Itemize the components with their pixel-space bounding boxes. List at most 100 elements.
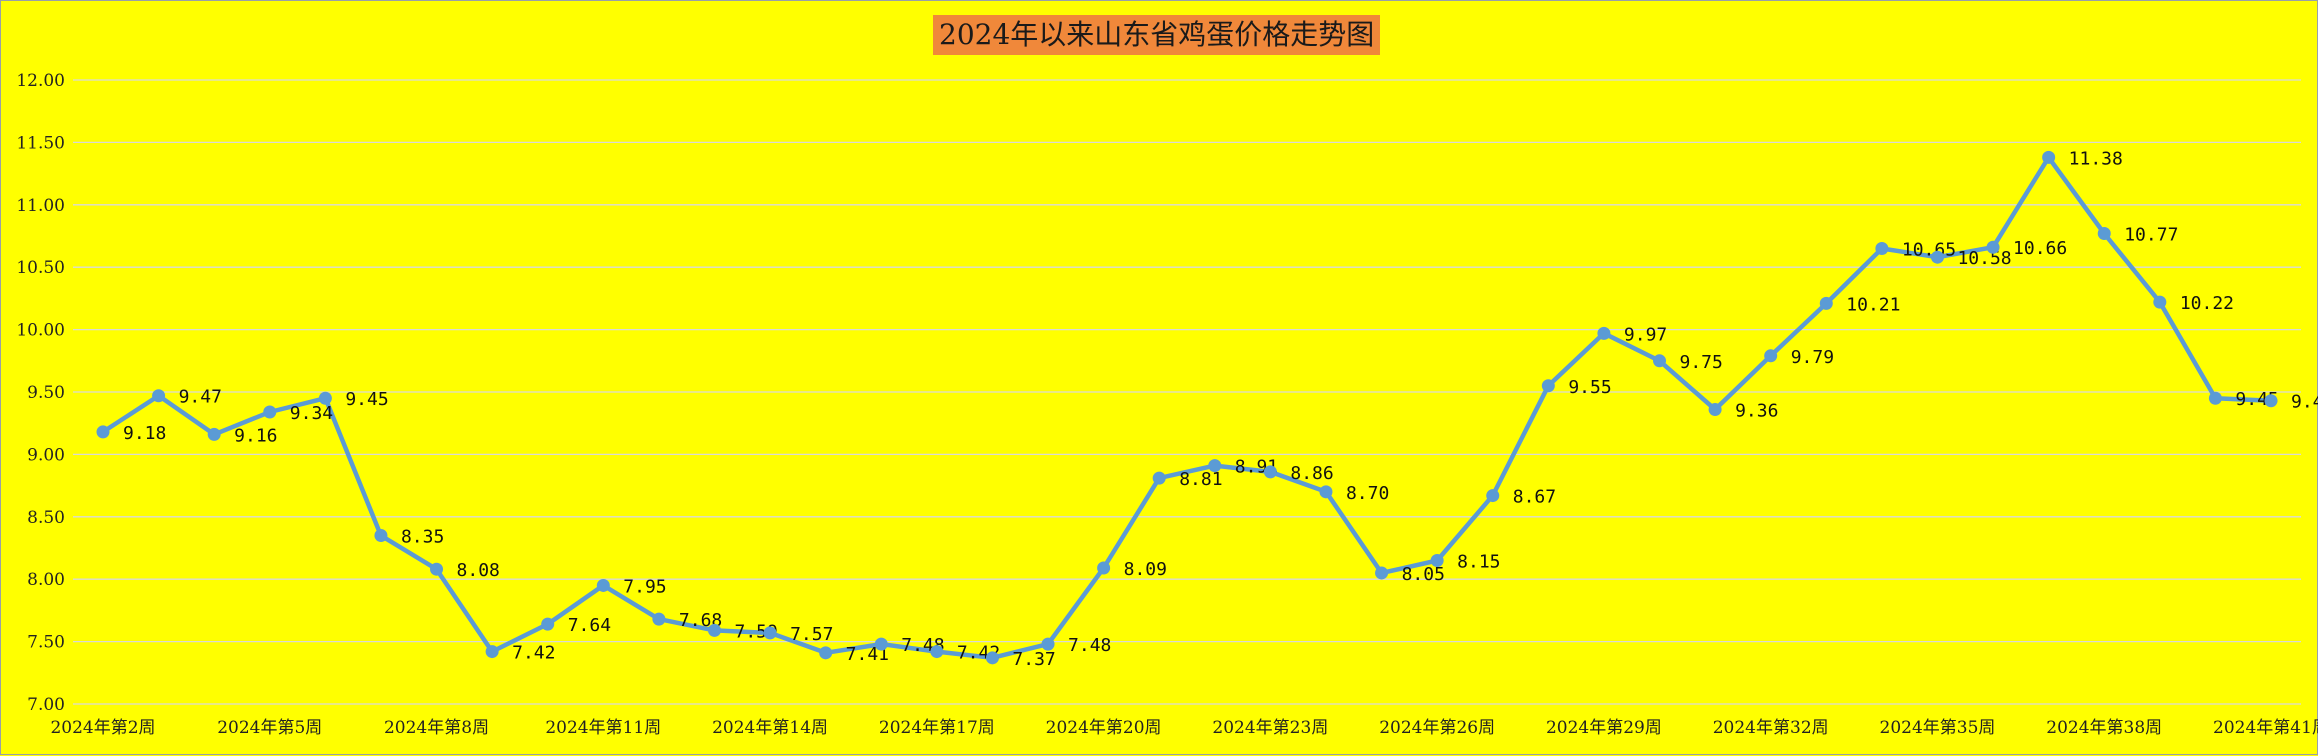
data-point xyxy=(2153,295,2167,309)
y-tick-label: 7.50 xyxy=(27,633,65,653)
chart-title: 2024年以来山东省鸡蛋价格走势图 xyxy=(933,15,1381,55)
x-tick-label: 2024年第8周 xyxy=(384,718,489,738)
data-label: 10.65 xyxy=(1902,239,1956,260)
data-label: 8.05 xyxy=(1402,564,1445,585)
y-tick-label: 11.00 xyxy=(16,196,65,216)
data-point xyxy=(1430,553,1444,567)
data-label: 10.77 xyxy=(2124,225,2178,246)
y-tick-label: 12.00 xyxy=(16,71,65,91)
data-label: 8.81 xyxy=(1179,469,1222,490)
data-point xyxy=(430,562,444,576)
data-label: 10.22 xyxy=(2180,293,2234,314)
x-tick-label: 2024年第5周 xyxy=(217,718,322,738)
data-point xyxy=(318,391,332,405)
y-tick-label: 8.00 xyxy=(27,570,65,590)
data-point xyxy=(1653,354,1667,368)
data-point xyxy=(874,637,888,651)
data-point xyxy=(1319,485,1333,499)
data-point xyxy=(1375,566,1389,580)
data-label: 8.15 xyxy=(1457,551,1500,572)
x-tick-label: 2024年第11周 xyxy=(545,718,661,738)
x-tick-label: 2024年第2周 xyxy=(50,718,155,738)
data-label: 10.21 xyxy=(1846,294,1900,315)
data-point xyxy=(652,612,666,626)
y-tick-label: 10.50 xyxy=(16,258,65,278)
data-label: 7.42 xyxy=(512,643,555,664)
x-tick-label: 2024年第41周 xyxy=(2213,718,2318,738)
x-tick-label: 2024年第23周 xyxy=(1212,718,1328,738)
data-point xyxy=(930,645,944,659)
data-label: 9.79 xyxy=(1791,347,1834,368)
y-tick-label: 10.00 xyxy=(16,321,65,341)
data-point xyxy=(541,617,555,631)
y-tick-label: 8.50 xyxy=(27,508,65,528)
data-point xyxy=(819,646,833,660)
data-label: 9.36 xyxy=(1735,400,1778,421)
data-label: 9.18 xyxy=(123,423,166,444)
data-point xyxy=(596,578,610,592)
data-point xyxy=(1597,326,1611,340)
x-tick-label: 2024年第14周 xyxy=(712,718,828,738)
data-point xyxy=(2042,150,2056,164)
data-point xyxy=(1208,459,1222,473)
data-label: 10.66 xyxy=(2013,238,2067,259)
data-point xyxy=(1541,379,1555,393)
data-point xyxy=(1708,402,1722,416)
data-point xyxy=(1097,561,1111,575)
data-label: 8.35 xyxy=(401,527,444,548)
data-point xyxy=(263,405,277,419)
data-label: 7.57 xyxy=(790,624,833,645)
data-label: 9.47 xyxy=(179,387,222,408)
x-tick-label: 2024年第38周 xyxy=(2046,718,2162,738)
data-point xyxy=(1986,240,2000,254)
data-point xyxy=(1152,471,1166,485)
data-point xyxy=(1263,465,1277,479)
x-tick-label: 2024年第35周 xyxy=(1880,718,1996,738)
x-tick-label: 2024年第29周 xyxy=(1546,718,1662,738)
data-label: 11.38 xyxy=(2069,148,2123,169)
data-label: 8.09 xyxy=(1124,559,1167,580)
data-point xyxy=(2264,394,2278,408)
y-tick-label: 9.00 xyxy=(27,445,65,465)
x-tick-label: 2024年第32周 xyxy=(1713,718,1829,738)
data-point xyxy=(1041,637,1055,651)
data-label: 9.16 xyxy=(234,425,277,446)
data-label: 8.86 xyxy=(1290,463,1333,484)
data-point xyxy=(985,651,999,665)
data-point xyxy=(2097,227,2111,241)
data-label: 9.34 xyxy=(290,403,333,424)
data-label: 8.67 xyxy=(1513,487,1556,508)
data-point xyxy=(1875,241,1889,255)
data-label: 10.58 xyxy=(1957,248,2011,269)
data-point xyxy=(485,645,499,659)
data-label: 7.48 xyxy=(1068,635,1111,656)
y-tick-label: 11.50 xyxy=(16,133,65,153)
data-point xyxy=(1486,489,1500,503)
data-label: 9.75 xyxy=(1680,352,1723,373)
data-point xyxy=(2208,391,2222,405)
data-point xyxy=(374,529,388,543)
data-point xyxy=(96,425,110,439)
data-label: 9.43 xyxy=(2291,392,2318,413)
data-label: 9.45 xyxy=(345,389,388,410)
series-line xyxy=(101,155,2272,661)
data-label: 9.55 xyxy=(1568,377,1611,398)
data-label: 7.37 xyxy=(1012,649,1055,670)
x-tick-label: 2024年第26周 xyxy=(1379,718,1495,738)
x-tick-label: 2024年第20周 xyxy=(1046,718,1162,738)
data-label: 7.64 xyxy=(568,615,611,636)
data-point xyxy=(207,427,221,441)
data-label: 8.70 xyxy=(1346,483,1389,504)
y-tick-label: 9.50 xyxy=(27,383,65,403)
data-point xyxy=(763,626,777,640)
data-point xyxy=(1819,296,1833,310)
y-tick-label: 7.00 xyxy=(27,695,65,715)
x-tick-label: 2024年第17周 xyxy=(879,718,995,738)
data-label: 7.95 xyxy=(623,576,666,597)
data-point xyxy=(1764,349,1778,363)
data-point xyxy=(707,623,721,637)
data-point xyxy=(1930,250,1944,264)
data-label: 9.97 xyxy=(1624,324,1667,345)
